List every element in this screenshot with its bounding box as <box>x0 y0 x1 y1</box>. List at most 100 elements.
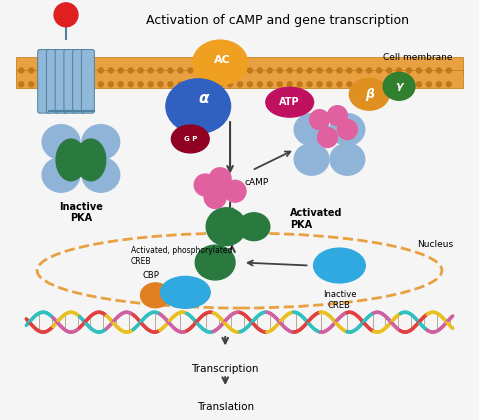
Circle shape <box>309 110 330 129</box>
Ellipse shape <box>82 158 120 192</box>
Text: Nucleus: Nucleus <box>417 240 453 249</box>
Circle shape <box>217 68 223 73</box>
Text: Activated
PKA: Activated PKA <box>290 208 342 230</box>
Text: β: β <box>365 88 374 101</box>
Circle shape <box>337 68 342 73</box>
Ellipse shape <box>195 245 235 280</box>
Circle shape <box>89 68 93 73</box>
Ellipse shape <box>383 72 415 100</box>
Ellipse shape <box>330 144 365 175</box>
Circle shape <box>318 128 337 147</box>
Text: γ: γ <box>395 81 403 91</box>
Circle shape <box>277 82 282 87</box>
Circle shape <box>158 68 163 73</box>
Circle shape <box>58 68 64 73</box>
Circle shape <box>79 82 83 87</box>
Ellipse shape <box>266 87 314 117</box>
Circle shape <box>238 68 242 73</box>
Circle shape <box>287 68 292 73</box>
FancyBboxPatch shape <box>16 71 463 88</box>
Circle shape <box>357 82 362 87</box>
Circle shape <box>257 82 262 87</box>
Circle shape <box>178 68 183 73</box>
Circle shape <box>204 186 226 208</box>
Circle shape <box>178 82 183 87</box>
Circle shape <box>367 82 372 87</box>
Text: Cell membrane: Cell membrane <box>383 53 453 63</box>
Circle shape <box>48 82 54 87</box>
Circle shape <box>168 82 173 87</box>
Circle shape <box>58 82 64 87</box>
Circle shape <box>208 82 213 87</box>
FancyBboxPatch shape <box>64 50 77 113</box>
Circle shape <box>387 82 392 87</box>
Circle shape <box>347 82 352 87</box>
Circle shape <box>416 68 422 73</box>
Text: CBP: CBP <box>142 271 159 280</box>
Ellipse shape <box>42 125 80 160</box>
Text: Activated, phosphorylated
CREB: Activated, phosphorylated CREB <box>131 246 232 265</box>
Circle shape <box>267 68 272 73</box>
Circle shape <box>446 68 451 73</box>
Circle shape <box>208 68 213 73</box>
Ellipse shape <box>294 114 329 145</box>
Circle shape <box>217 82 223 87</box>
Circle shape <box>317 82 322 87</box>
Circle shape <box>98 82 103 87</box>
Circle shape <box>188 68 193 73</box>
FancyBboxPatch shape <box>73 50 86 113</box>
Circle shape <box>446 82 451 87</box>
FancyBboxPatch shape <box>81 50 94 113</box>
Ellipse shape <box>76 139 106 181</box>
FancyBboxPatch shape <box>46 50 59 113</box>
FancyBboxPatch shape <box>38 50 51 113</box>
Circle shape <box>168 68 173 73</box>
Ellipse shape <box>160 276 210 308</box>
Text: Transcription: Transcription <box>192 365 259 374</box>
Circle shape <box>297 68 302 73</box>
Circle shape <box>416 82 422 87</box>
Circle shape <box>108 82 113 87</box>
Circle shape <box>337 120 357 139</box>
Circle shape <box>39 68 44 73</box>
Circle shape <box>194 174 216 196</box>
Circle shape <box>128 82 133 87</box>
Circle shape <box>407 68 411 73</box>
Ellipse shape <box>294 144 329 175</box>
Circle shape <box>317 68 322 73</box>
Ellipse shape <box>349 79 389 110</box>
Circle shape <box>248 68 252 73</box>
Circle shape <box>307 82 312 87</box>
Ellipse shape <box>56 139 86 181</box>
Text: Translation: Translation <box>197 402 254 412</box>
Ellipse shape <box>206 208 246 246</box>
Text: Inactive
CREB: Inactive CREB <box>323 290 356 310</box>
Circle shape <box>39 82 44 87</box>
Circle shape <box>337 82 342 87</box>
Text: G P: G P <box>183 136 197 142</box>
Circle shape <box>108 68 113 73</box>
Circle shape <box>29 68 34 73</box>
Circle shape <box>148 82 153 87</box>
Circle shape <box>257 68 262 73</box>
Circle shape <box>426 68 432 73</box>
Circle shape <box>376 68 382 73</box>
Circle shape <box>357 68 362 73</box>
Circle shape <box>397 68 401 73</box>
Circle shape <box>426 82 432 87</box>
Circle shape <box>397 82 401 87</box>
Circle shape <box>138 68 143 73</box>
Circle shape <box>297 82 302 87</box>
Circle shape <box>228 68 232 73</box>
Text: α: α <box>198 91 208 106</box>
Ellipse shape <box>193 40 248 85</box>
Circle shape <box>248 82 252 87</box>
Circle shape <box>118 82 123 87</box>
Circle shape <box>79 68 83 73</box>
Circle shape <box>188 82 193 87</box>
Circle shape <box>128 68 133 73</box>
Circle shape <box>198 82 203 87</box>
Ellipse shape <box>330 114 365 145</box>
FancyBboxPatch shape <box>55 50 68 113</box>
Circle shape <box>54 3 78 27</box>
